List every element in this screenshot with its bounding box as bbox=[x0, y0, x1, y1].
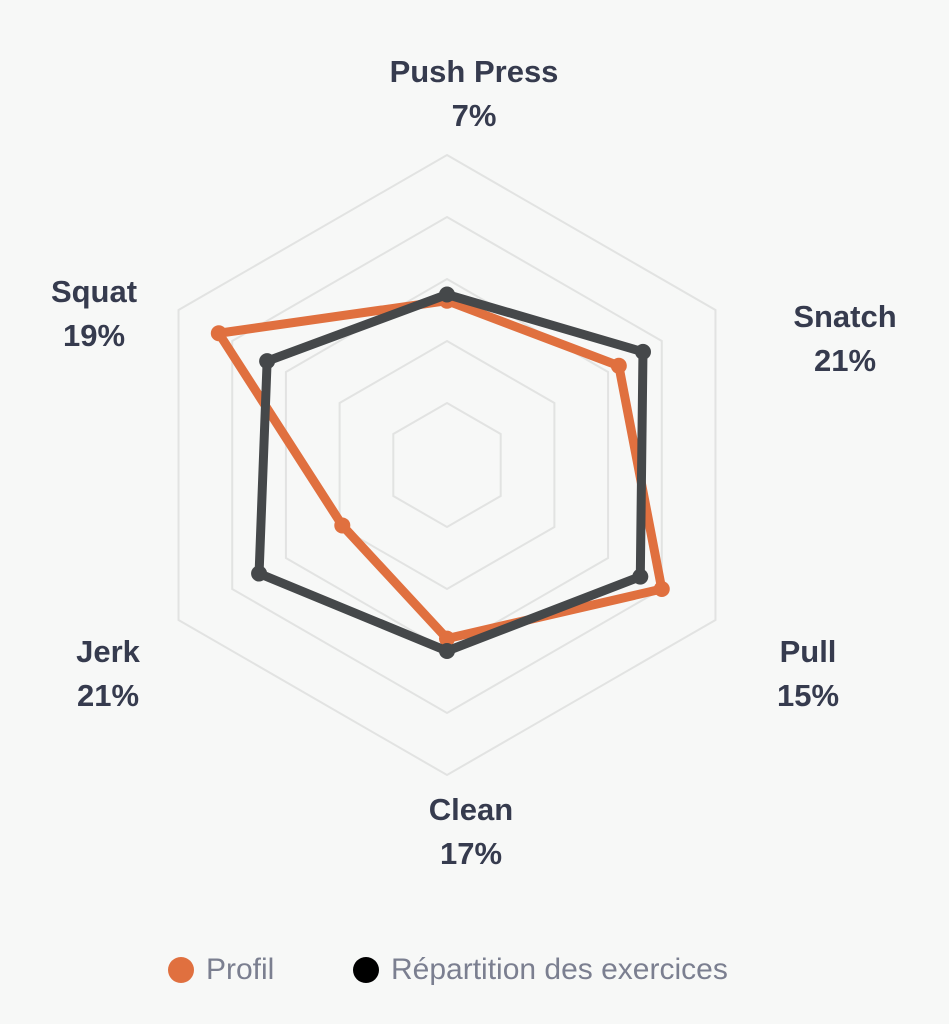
data-point-repartition-2[interactable] bbox=[632, 568, 649, 585]
axis-name: Snatch bbox=[793, 299, 897, 334]
data-point-repartition-5[interactable] bbox=[259, 353, 276, 370]
grid-ring-1 bbox=[392, 401, 502, 529]
series-repartition bbox=[251, 286, 651, 659]
data-point-repartition-3[interactable] bbox=[439, 643, 455, 659]
grid-ring-5 bbox=[177, 153, 717, 777]
data-point-repartition-1[interactable] bbox=[634, 343, 651, 360]
chart-legend: Profil Répartition des exercices bbox=[0, 948, 949, 992]
axis-percent: 7% bbox=[451, 98, 497, 133]
radar-series bbox=[210, 286, 670, 659]
axis-name: Jerk bbox=[76, 634, 140, 669]
data-point-repartition-4[interactable] bbox=[251, 565, 268, 582]
axis-label-squat: Squat 19% bbox=[0, 270, 244, 358]
axis-percent: 15% bbox=[776, 678, 840, 713]
legend-label: Répartition des exercices bbox=[391, 953, 728, 986]
axis-label-push-press: Push Press 7% bbox=[324, 50, 624, 138]
axis-name: Pull bbox=[779, 634, 837, 669]
series-line-repartition bbox=[254, 290, 648, 656]
axis-label-snatch: Snatch 21% bbox=[695, 295, 949, 383]
data-point-profil-1[interactable] bbox=[610, 357, 627, 374]
series-profil bbox=[210, 292, 670, 647]
data-point-profil-5[interactable] bbox=[210, 325, 227, 342]
grid-ring-2 bbox=[338, 339, 556, 591]
axis-percent: 17% bbox=[439, 836, 503, 871]
axis-percent: 19% bbox=[62, 318, 126, 353]
axis-name: Squat bbox=[50, 274, 138, 309]
legend-dot-icon bbox=[168, 957, 194, 983]
axis-name: Push Press bbox=[389, 54, 559, 89]
axis-label-clean: Clean 17% bbox=[321, 788, 621, 876]
data-point-profil-4[interactable] bbox=[334, 517, 351, 534]
legend-item-profil[interactable]: Profil bbox=[168, 948, 274, 992]
legend-dot-icon bbox=[353, 957, 379, 983]
data-point-profil-2[interactable] bbox=[653, 581, 670, 597]
axis-percent: 21% bbox=[76, 678, 140, 713]
legend-label: Profil bbox=[206, 953, 275, 986]
axis-label-jerk: Jerk 21% bbox=[0, 630, 258, 718]
legend-item-repartition[interactable]: Répartition des exercices bbox=[353, 948, 728, 992]
grid-ring-4 bbox=[231, 215, 663, 715]
axis-percent: 21% bbox=[813, 343, 877, 378]
axis-name: Clean bbox=[428, 792, 514, 827]
data-point-profil-3[interactable] bbox=[439, 630, 455, 647]
data-point-repartition-0[interactable] bbox=[439, 286, 455, 303]
axis-label-pull: Pull 15% bbox=[658, 630, 949, 718]
